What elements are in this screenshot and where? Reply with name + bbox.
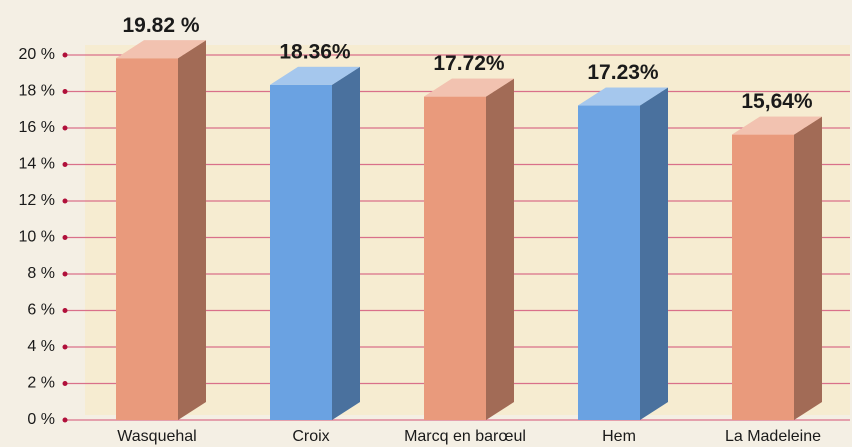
tick-dot <box>62 417 68 423</box>
tick-dot <box>62 344 68 350</box>
tick-dot <box>62 308 68 313</box>
bar-side-shade <box>178 40 206 420</box>
value-label: 17.23% <box>587 61 659 84</box>
y-tick-label: 20 % <box>19 46 55 63</box>
y-tick-label: 0 % <box>27 411 55 428</box>
bar-top <box>578 87 668 106</box>
bar-side-shade <box>332 66 360 421</box>
bar-top <box>270 66 360 85</box>
bar-top-light <box>116 40 206 59</box>
tick-dot <box>62 162 68 167</box>
bar-side <box>640 87 668 421</box>
bar-top <box>732 116 822 135</box>
y-tick-label: 16 % <box>19 119 55 136</box>
y-tick-label: 4 % <box>27 338 55 355</box>
bar-top-light <box>424 78 514 97</box>
bar-top-light <box>732 116 822 135</box>
x-tick-label: Marcq en barœul <box>404 428 526 445</box>
bar <box>424 96 486 421</box>
value-label: 19.82 % <box>122 14 199 37</box>
bar <box>732 134 794 420</box>
y-tick-label: 8 % <box>27 265 55 282</box>
bar-side <box>794 116 822 420</box>
tick-dot <box>62 235 68 240</box>
value-label: 17.72% <box>433 52 505 75</box>
y-tick-label: 2 % <box>27 375 55 392</box>
bar-side-shade <box>794 116 822 420</box>
bar-top <box>116 40 206 59</box>
x-tick-label: La Madeleine <box>725 428 821 445</box>
bar <box>116 58 178 420</box>
tick-dot <box>62 198 68 204</box>
bar-top-light <box>578 87 668 106</box>
bar-side-shade <box>640 87 668 421</box>
tick-dot <box>62 381 68 386</box>
tick-dot <box>62 271 68 277</box>
x-tick-label: Croix <box>292 428 329 445</box>
bar <box>270 84 332 421</box>
y-tick-label: 12 % <box>19 192 55 209</box>
y-tick-label: 10 % <box>19 229 55 246</box>
bar <box>578 105 640 421</box>
tick-dot <box>62 52 68 58</box>
y-tick-label: 18 % <box>19 83 55 100</box>
value-label: 15,64% <box>741 90 813 113</box>
tick-dot <box>62 89 68 94</box>
tick-dot <box>62 125 68 131</box>
y-tick-label: 14 % <box>19 156 55 173</box>
bar-top-light <box>270 66 360 85</box>
x-tick-label: Hem <box>602 428 636 445</box>
bar-side-shade <box>486 78 514 421</box>
bar-side <box>332 66 360 421</box>
bar-side <box>486 78 514 421</box>
value-label: 18.36% <box>279 40 351 63</box>
y-tick-label: 6 % <box>27 302 55 319</box>
x-tick-label: Wasquehal <box>117 428 196 445</box>
bar-side <box>178 40 206 420</box>
bar-top <box>424 78 514 97</box>
